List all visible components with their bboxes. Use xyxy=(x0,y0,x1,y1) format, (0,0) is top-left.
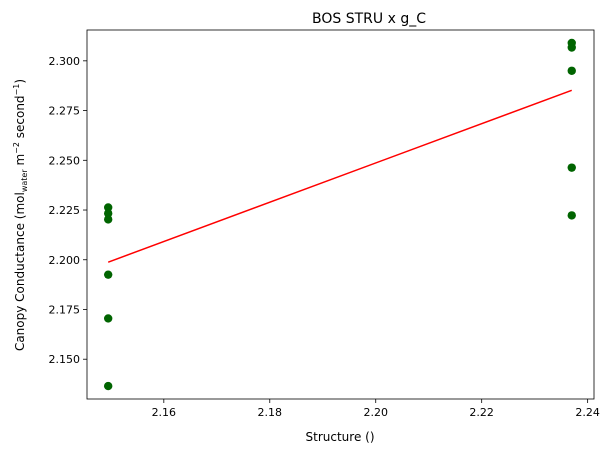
x-tick-label-4: 2.22 xyxy=(469,406,494,419)
x-axis-label: Structure () xyxy=(306,430,375,444)
regression-line-layer xyxy=(107,89,573,263)
x-tick-label-3: 2.20 xyxy=(363,406,388,419)
x-axis-ticks: 2.16 2.18 2.20 2.22 2.24 xyxy=(152,399,600,419)
data-point-3 xyxy=(103,215,113,224)
y-axis-label: Canopy Conductance (molwater m−2 second−… xyxy=(12,79,29,351)
plot-area xyxy=(86,29,595,400)
data-point-1 xyxy=(103,203,113,212)
x-tick-label-5: 2.24 xyxy=(575,406,600,419)
data-point-2 xyxy=(103,209,113,218)
x-tick-label-1: 2.16 xyxy=(152,406,177,419)
data-point-6 xyxy=(103,381,113,391)
data-point-11 xyxy=(567,211,576,220)
y-tick-label-5: 2.250 xyxy=(49,154,81,167)
chart-title: BOS STRU x g_C xyxy=(312,11,426,27)
y-tick-label-3: 2.200 xyxy=(49,254,81,267)
y-tick-label-2: 2.175 xyxy=(49,303,81,316)
regression-line xyxy=(107,89,573,263)
y-tick-label-4: 2.225 xyxy=(49,204,81,217)
y-axis-ticks: 2.150 2.175 2.200 2.225 2.250 2.275 2.300 xyxy=(49,55,87,366)
data-point-5 xyxy=(103,314,113,323)
y-tick-label-6: 2.275 xyxy=(49,105,81,118)
data-point-9 xyxy=(567,66,576,75)
data-point-4 xyxy=(103,270,113,279)
data-point-10 xyxy=(567,163,576,172)
data-point-8 xyxy=(567,43,576,52)
plot-frame xyxy=(86,29,595,400)
y-tick-label-7: 2.300 xyxy=(49,55,81,68)
y-tick-label-1: 2.150 xyxy=(49,353,81,366)
x-tick-label-2: 2.18 xyxy=(258,406,283,419)
data-points-layer xyxy=(103,38,576,391)
